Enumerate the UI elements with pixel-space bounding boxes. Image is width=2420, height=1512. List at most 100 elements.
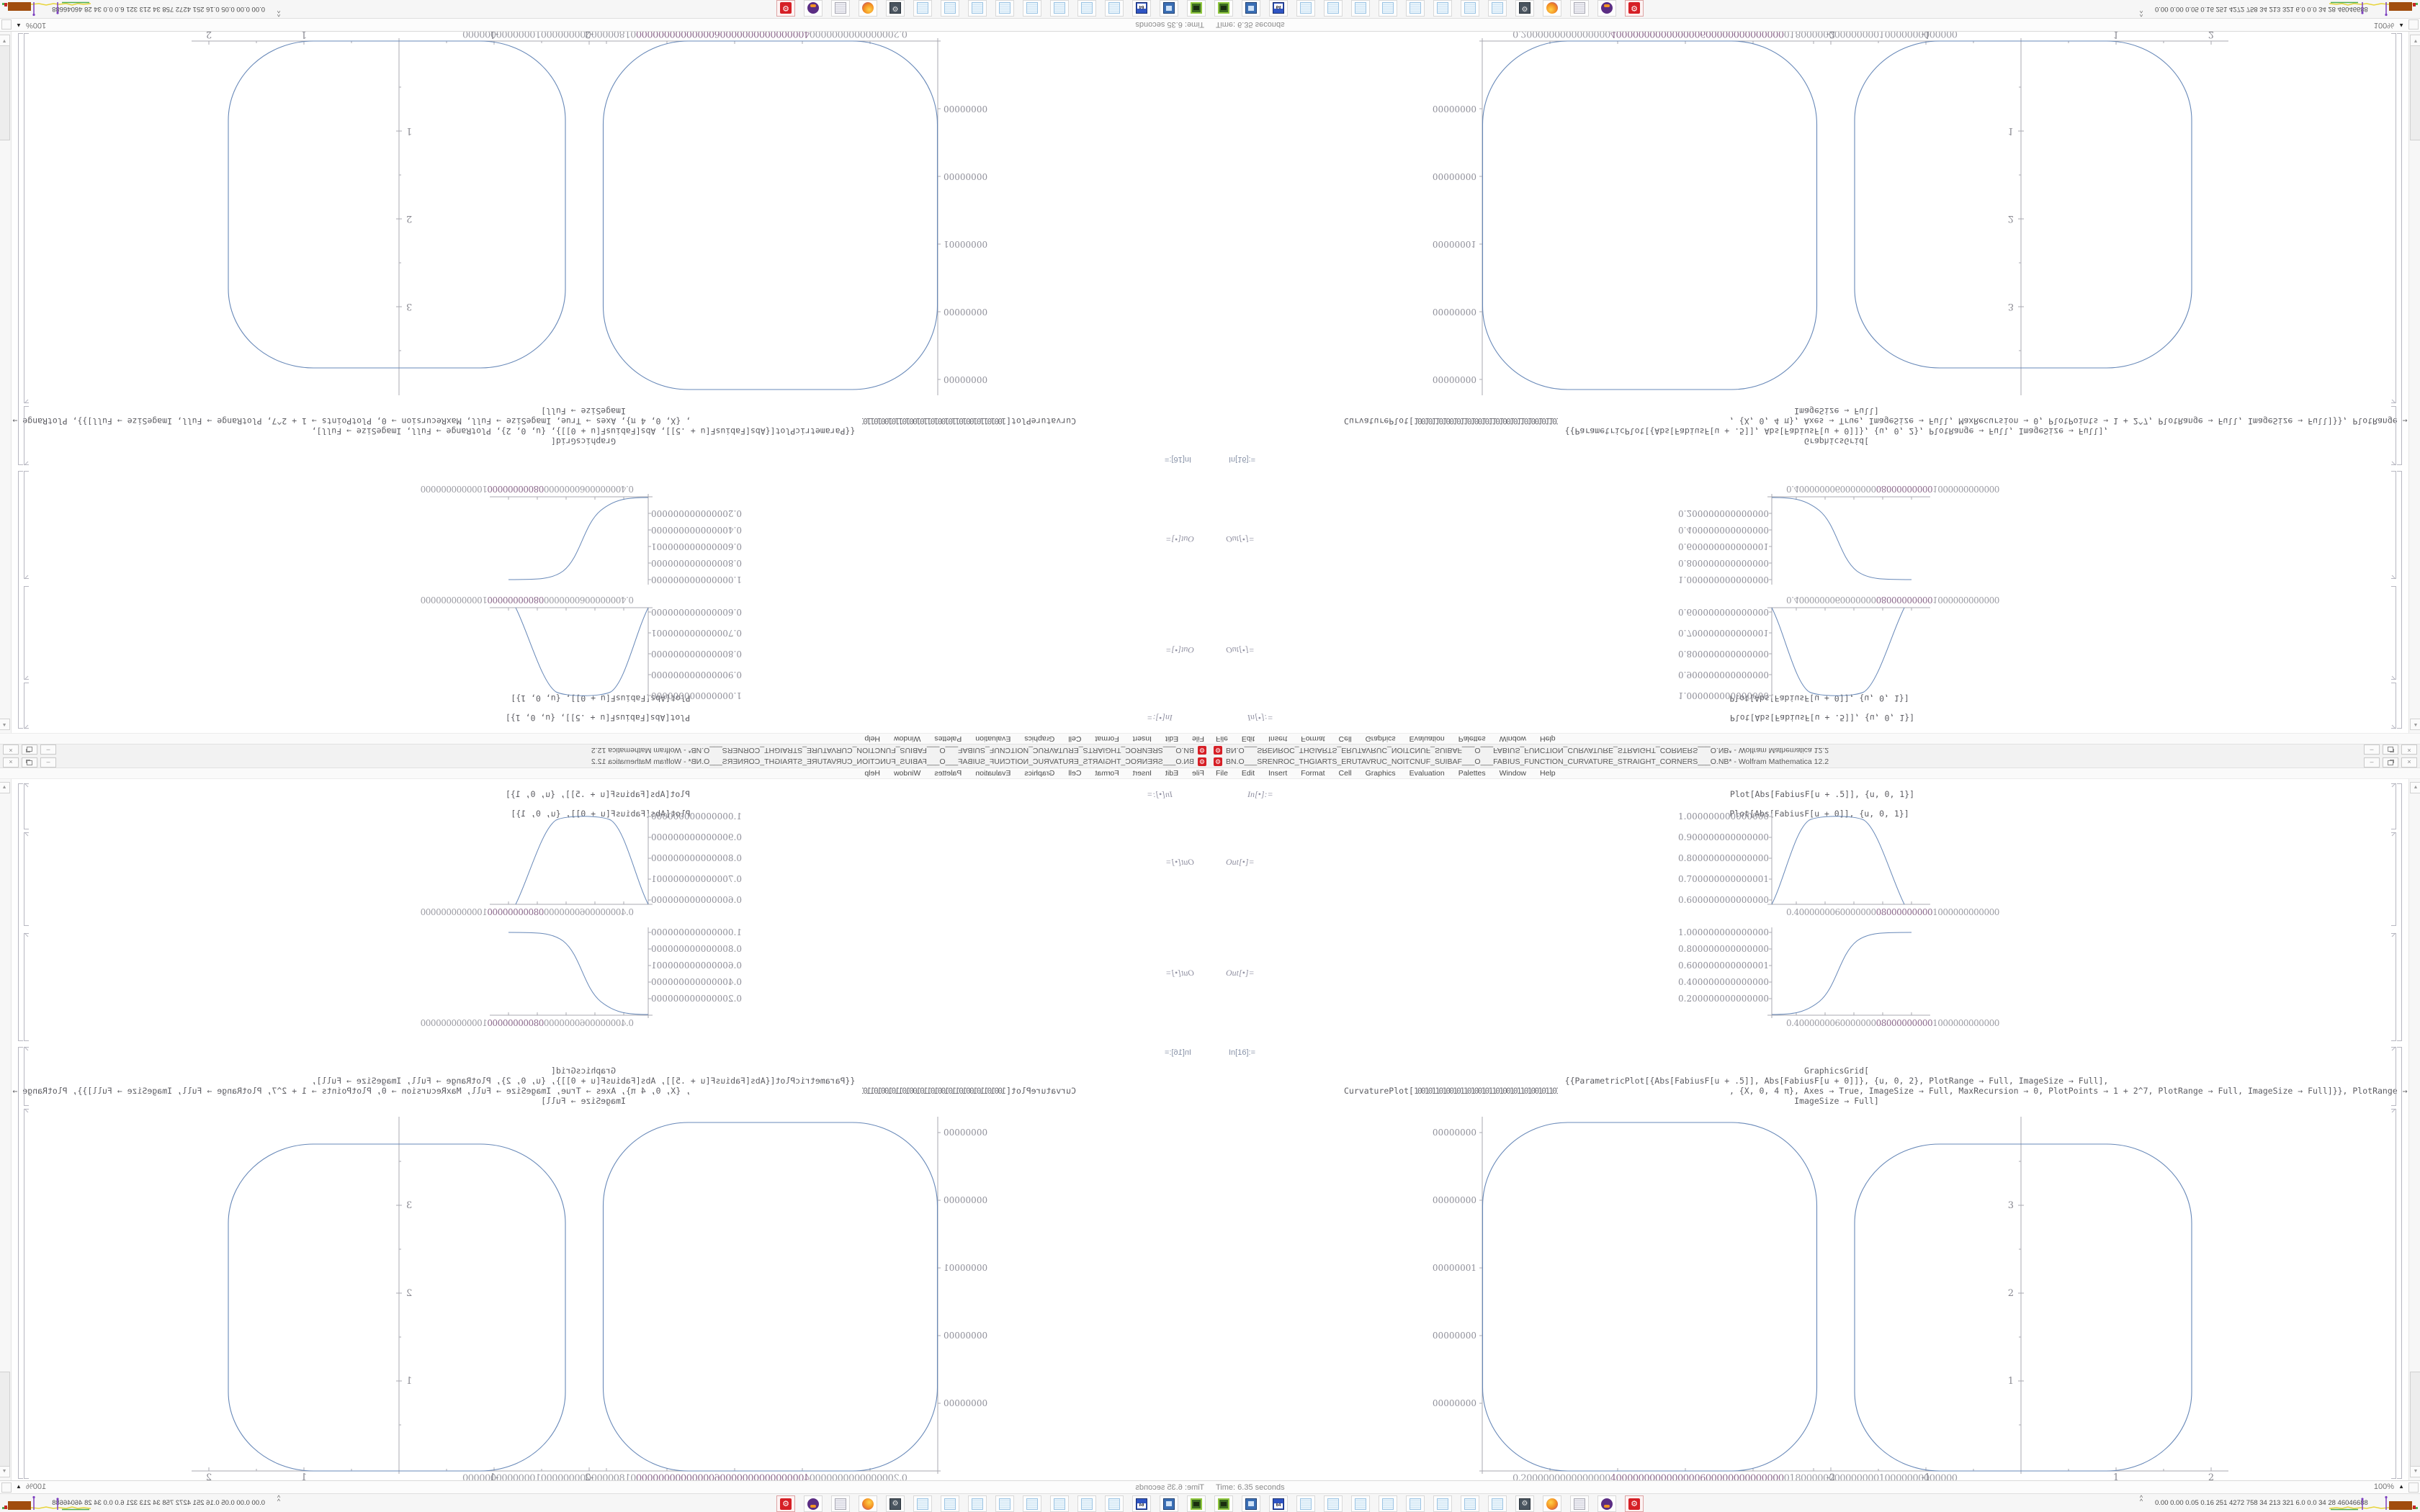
taskbar-button-notepad[interactable] (1105, 1495, 1124, 1512)
tray-expand-chevron[interactable]: ^ ^ (2139, 1494, 2143, 1505)
cell-bracket[interactable] (24, 586, 29, 680)
title-bar[interactable]: ⚙ BN.O___SRENROC_THGIARTS_ERUTAVRUC_NOIT… (0, 756, 1210, 768)
title-bar[interactable]: ⚙ BN.O___SRENROC_THGIARTS_ERUTAVRUC_NOIT… (0, 744, 1210, 756)
vertical-scrollbar[interactable]: ▲ ▼ (2408, 32, 2420, 733)
cell-group-bracket[interactable] (18, 1047, 23, 1479)
cell-bracket[interactable] (24, 1046, 29, 1106)
cell-bracket[interactable] (2391, 832, 2396, 926)
scroll-down-button[interactable]: ▼ (0, 1466, 10, 1477)
menu-palettes[interactable]: Palettes (1458, 734, 1486, 743)
taskbar-button-owl[interactable] (804, 0, 823, 17)
system-monitor-graph[interactable] (2329, 1495, 2419, 1511)
title-bar[interactable]: ⚙ BN.O___SRENROC_THGIARTS_ERUTAVRUC_NOIT… (1210, 744, 2420, 756)
taskbar-button-computer[interactable] (1242, 0, 1260, 17)
menu-window[interactable]: Window (1499, 769, 1527, 778)
taskbar-button-firefox[interactable] (1543, 1495, 1561, 1512)
code-line[interactable]: Plot[Abs[FabiusF[u + .5]], {u, 0, 1}] (1729, 789, 1915, 799)
taskbar-button-scroll[interactable] (831, 1495, 850, 1512)
taskbar-button-notepad[interactable] (1050, 0, 1069, 17)
menu-edit[interactable]: Edit (1165, 734, 1179, 743)
taskbar-button-notepad[interactable] (941, 1495, 959, 1512)
minimize-button[interactable]: – (40, 757, 56, 768)
taskbar-button-notepad[interactable] (1077, 1495, 1096, 1512)
cell-group-bracket[interactable] (18, 471, 23, 729)
cell-group-bracket[interactable] (2397, 33, 2402, 465)
taskbar-button-notepad[interactable] (913, 0, 932, 17)
notebook-content[interactable]: In[•]:= Plot[Abs[FabiusF[u + .5]], {u, 0… (1210, 28, 2420, 733)
menu-evaluation[interactable]: Evaluation (1409, 769, 1445, 778)
taskbar-button-notepad[interactable] (1296, 0, 1315, 17)
restore-button[interactable] (2383, 744, 2398, 755)
taskbar-button-notepad[interactable] (1488, 0, 1507, 17)
menu-edit[interactable]: Edit (1165, 769, 1179, 778)
taskbar-button-monitor[interactable]: ⚙ (1515, 1495, 1534, 1512)
restore-button[interactable] (22, 757, 37, 768)
menu-evaluation[interactable]: Evaluation (975, 734, 1011, 743)
magnification-dropdown-icon[interactable]: ▲ (2398, 1483, 2404, 1490)
taskbar-button-monitor[interactable]: ⚙ (1515, 0, 1534, 17)
taskbar-button-mathematica[interactable]: ⚙ (776, 0, 795, 17)
cell-bracket[interactable] (2391, 783, 2396, 829)
menu-file[interactable]: File (1216, 734, 1228, 743)
taskbar-button-notepad[interactable] (1488, 1495, 1507, 1512)
scroll-up-button[interactable]: ▲ (0, 782, 10, 793)
magnification-control[interactable]: 100% (26, 21, 47, 30)
close-button[interactable]: × (3, 757, 19, 768)
code-line[interactable]: GraphicsGrid[ (1803, 1066, 1870, 1076)
taskbar-button-computer[interactable] (1160, 0, 1178, 17)
menu-edit[interactable]: Edit (1241, 734, 1255, 743)
close-button[interactable]: × (2401, 757, 2417, 768)
tray-expand-chevron[interactable]: ^ ^ (277, 1494, 281, 1505)
menu-help[interactable]: Help (1540, 769, 1556, 778)
minimize-button[interactable]: – (40, 744, 56, 755)
taskbar-button-console[interactable] (1187, 0, 1206, 17)
taskbar-button-scroll[interactable] (831, 0, 850, 17)
code-line[interactable]: Plot[Abs[FabiusF[u + .5]], {u, 0, 1}] (1729, 713, 1915, 723)
close-button[interactable]: × (3, 744, 19, 755)
taskbar-button-scroll[interactable] (1570, 0, 1589, 17)
menu-palettes[interactable]: Palettes (1458, 769, 1486, 778)
taskbar-button-firefox[interactable] (1543, 0, 1561, 17)
system-monitor-graph[interactable] (1, 1495, 91, 1511)
cell-bracket[interactable] (2391, 932, 2396, 1041)
cell-bracket[interactable] (2391, 33, 2396, 404)
magnification-control[interactable]: 100% (2373, 21, 2394, 30)
taskbar-button-floppy[interactable]: 64 (1269, 0, 1288, 17)
taskbar-button-notepad[interactable] (1433, 0, 1452, 17)
cell-bracket[interactable] (24, 471, 29, 580)
code-line[interactable]: ImageSize → Full] (541, 406, 626, 416)
cell-bracket[interactable] (24, 832, 29, 926)
menu-cell[interactable]: Cell (1338, 734, 1352, 743)
taskbar-button-notepad[interactable] (1379, 0, 1397, 17)
taskbar-button-notepad[interactable] (1351, 1495, 1370, 1512)
menu-edit[interactable]: Edit (1241, 769, 1255, 778)
scroll-down-button[interactable]: ▼ (0, 35, 10, 46)
taskbar-button-floppy[interactable]: 64 (1132, 0, 1151, 17)
menu-insert[interactable]: Insert (1268, 734, 1288, 743)
menu-window[interactable]: Window (893, 734, 921, 743)
taskbar-button-console[interactable] (1214, 0, 1233, 17)
code-line[interactable]: ImageSize → Full] (541, 1096, 626, 1106)
menu-cell[interactable]: Cell (1068, 769, 1082, 778)
code-line[interactable]: CurvaturePlot[10010110100101101001011010… (0, 416, 1076, 426)
magnification-dropdown-icon[interactable]: ▲ (16, 1483, 22, 1490)
taskbar-button-owl[interactable] (1597, 0, 1616, 17)
cell-bracket[interactable] (2391, 471, 2396, 580)
cell-group-bracket[interactable] (18, 783, 23, 1041)
code-line[interactable]: CurvaturePlot[10010110100101101001011010… (1344, 416, 2420, 426)
code-line[interactable]: Plot[Abs[FabiusF[u + .5]], {u, 0, 1}] (505, 713, 691, 723)
code-line[interactable]: ImageSize → Full] (1794, 406, 1879, 416)
taskbar-button-notepad[interactable] (968, 0, 987, 17)
system-monitor-graph[interactable] (1, 1, 91, 17)
menu-window[interactable]: Window (893, 769, 921, 778)
cell-bracket[interactable] (2391, 1108, 2396, 1479)
taskbar-button-notepad[interactable] (913, 1495, 932, 1512)
scroll-down-button[interactable]: ▼ (2410, 35, 2420, 46)
menu-graphics[interactable]: Graphics (1024, 734, 1055, 743)
menu-palettes[interactable]: Palettes (934, 769, 962, 778)
cell-group-bracket[interactable] (18, 33, 23, 465)
code-line[interactable]: GraphicsGrid[ (550, 436, 617, 446)
menu-help[interactable]: Help (1540, 734, 1556, 743)
code-line[interactable]: {{ParametricPlot[{Abs[FabiusF[u + .5]], … (1564, 426, 2109, 436)
menu-format[interactable]: Format (1301, 769, 1325, 778)
